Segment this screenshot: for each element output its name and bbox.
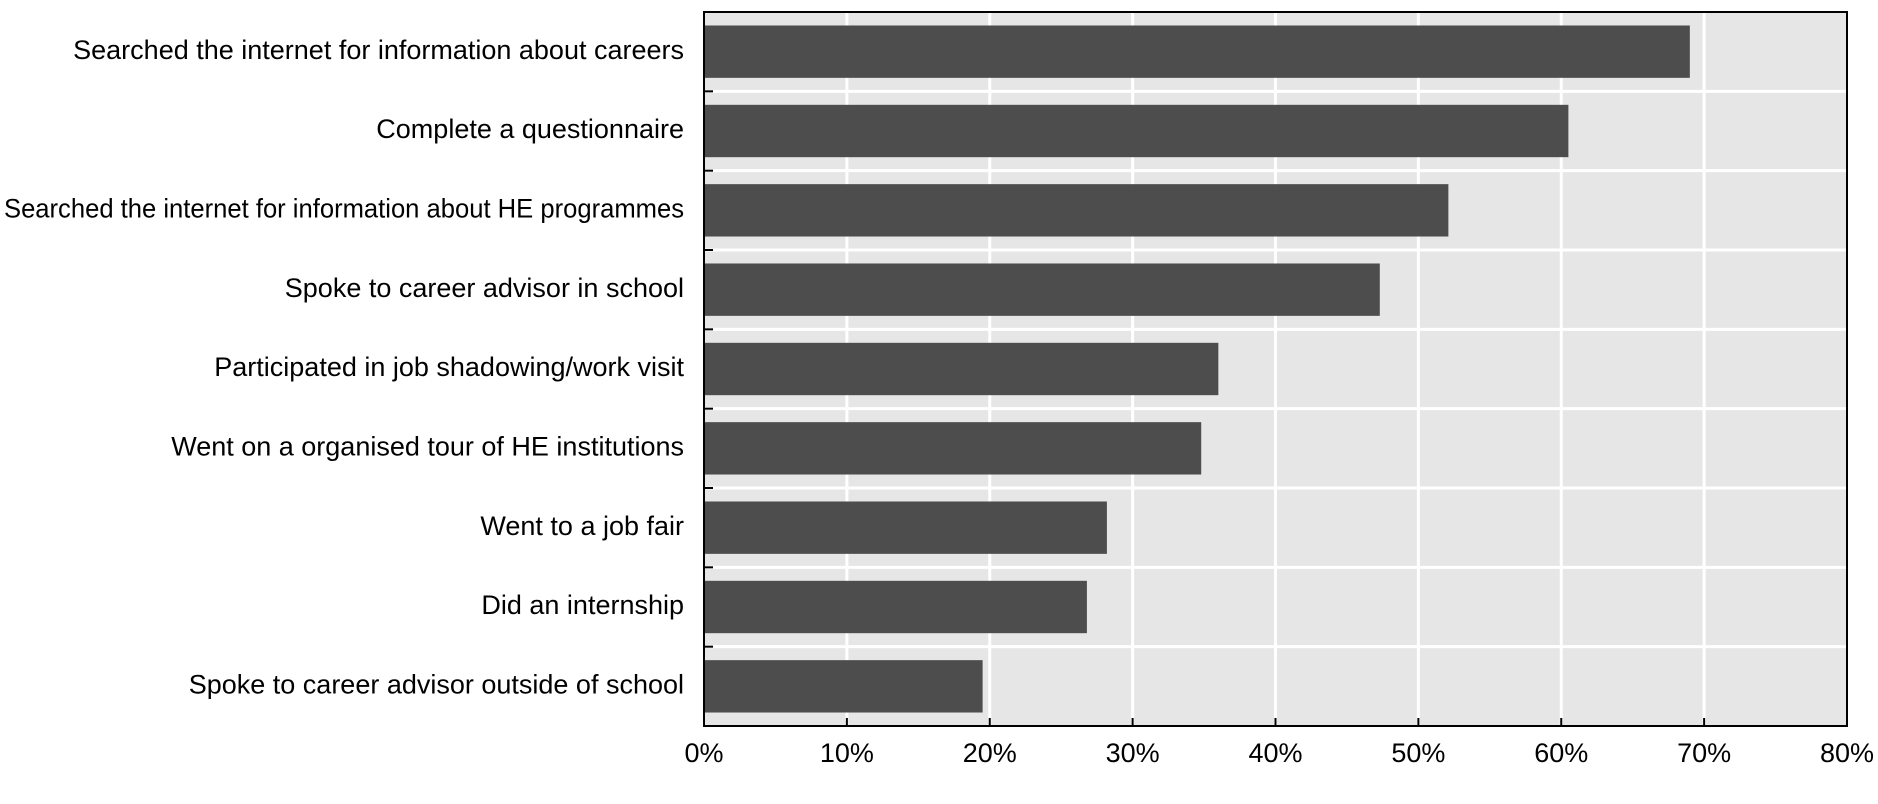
x-tick-label-5: 50% [1391,738,1445,768]
axes [703,11,1848,727]
bar-1 [704,104,1569,158]
x-tick-label-1: 10% [820,738,874,768]
bars [704,25,1690,713]
bar-4 [704,342,1219,396]
x-tick-label-7: 70% [1677,738,1731,768]
bar-6 [704,501,1107,554]
category-label-3: Spoke to career advisor in school [285,273,684,303]
bar-3 [704,263,1380,316]
x-tick-label-0: 0% [684,738,723,768]
bar-8 [704,660,983,713]
bar-7 [704,580,1087,634]
category-label-2: Searched the internet for information ab… [4,193,684,223]
category-label-7: Did an internship [481,590,684,620]
bar-0 [704,25,1690,78]
x-tick-label-2: 20% [963,738,1017,768]
category-labels: Searched the internet for information ab… [4,35,684,700]
category-label-6: Went to a job fair [480,511,684,541]
x-tick-label-3: 30% [1106,738,1160,768]
bar-2 [704,184,1449,237]
x-tick-label-4: 40% [1248,738,1302,768]
bar-5 [704,422,1202,475]
x-tick-label-6: 60% [1534,738,1588,768]
category-label-1: Complete a questionnaire [376,114,684,144]
category-label-8: Spoke to career advisor outside of schoo… [189,669,684,699]
x-tick-labels: 0% 10% 20% 30% 40% 50% 60% 70% 80% [684,738,1874,768]
category-label-0: Searched the internet for information ab… [73,35,684,65]
x-tick-label-8: 80% [1820,738,1874,768]
category-label-4: Participated in job shadowing/work visit [214,352,684,382]
category-label-5: Went on a organised tour of HE instituti… [171,431,684,461]
